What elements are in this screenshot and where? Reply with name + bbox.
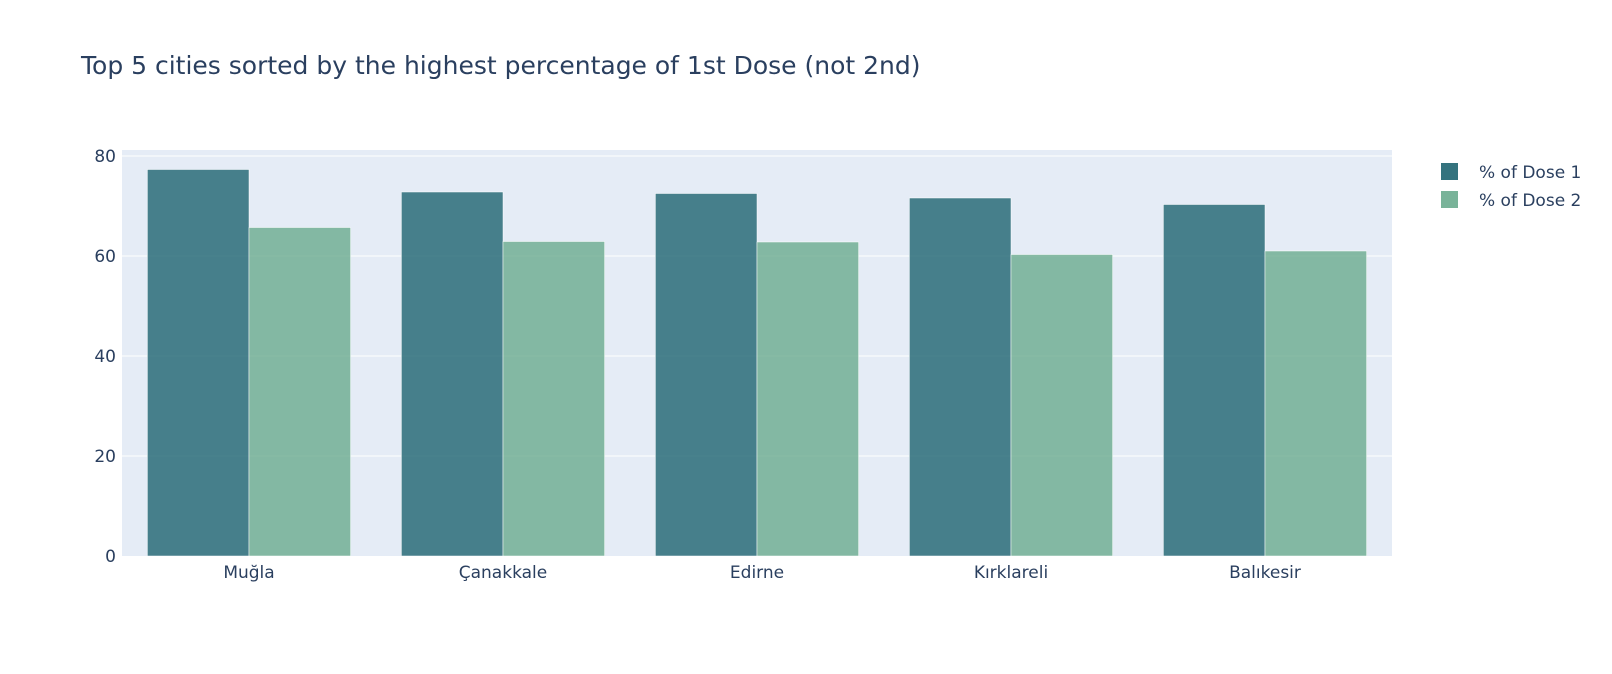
y-axis: 0 20 40 60 80	[94, 147, 116, 567]
bar-1-5[interactable]	[1163, 204, 1266, 557]
legend-swatch[interactable]	[1441, 191, 1458, 208]
legend[interactable]: % of Dose 1 % of Dose 2	[1441, 163, 1581, 211]
x-tick-label: Muğla	[223, 563, 274, 583]
legend-swatch[interactable]	[1441, 163, 1458, 180]
x-tick-label: Balıkesir	[1229, 563, 1301, 583]
legend-label[interactable]: % of Dose 2	[1479, 191, 1581, 211]
bar-1-4[interactable]	[909, 197, 1012, 557]
y-tick-label: 80	[94, 147, 116, 167]
bar-2-3[interactable]	[756, 241, 859, 557]
bar-2-5[interactable]	[1264, 250, 1367, 557]
x-tick-label: Kırklareli	[974, 563, 1048, 583]
x-tick-label: Çanakkale	[459, 563, 547, 583]
chart-title: Top 5 cities sorted by the highest perce…	[80, 51, 921, 80]
x-tick-label: Edirne	[730, 563, 784, 583]
bar-1-1[interactable]	[147, 169, 250, 557]
bar-2-2[interactable]	[502, 241, 605, 557]
bars	[147, 169, 1367, 557]
y-tick-label: 40	[94, 347, 116, 367]
bar-1-2[interactable]	[401, 191, 504, 557]
y-tick-label: 60	[94, 247, 116, 267]
bar-2-4[interactable]	[1010, 254, 1113, 557]
y-tick-label: 0	[105, 547, 116, 567]
legend-label[interactable]: % of Dose 1	[1479, 163, 1581, 183]
y-tick-label: 20	[94, 447, 116, 467]
bar-2-1[interactable]	[248, 227, 351, 557]
x-axis: Muğla Çanakkale Edirne Kırklareli Balıkesir	[223, 563, 1301, 583]
bar-1-3[interactable]	[655, 193, 758, 557]
